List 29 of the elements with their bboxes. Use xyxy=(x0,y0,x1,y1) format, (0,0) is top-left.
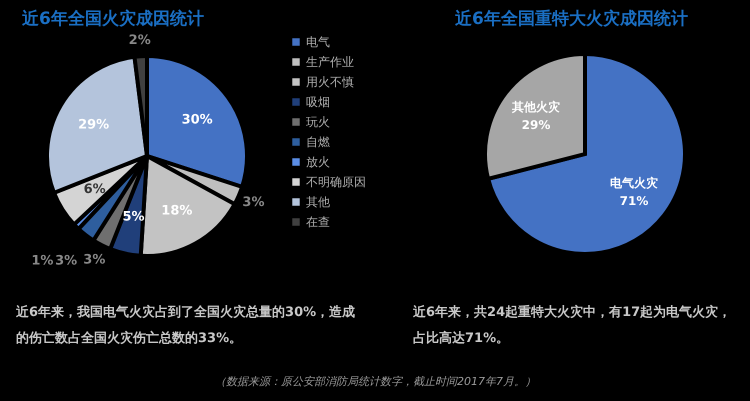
chart-title: 近6年全国火灾成因统计 xyxy=(21,9,204,30)
slice-label: 其他火灾 xyxy=(511,100,560,114)
data-label: 18% xyxy=(161,203,192,218)
legend-label: 用火不慎 xyxy=(306,75,354,89)
legend-label: 吸烟 xyxy=(306,95,330,109)
legend-label: 生产作业 xyxy=(306,55,354,69)
legend-label: 其他 xyxy=(306,195,330,209)
text: （数据来源：原公安部消防局统计数字，截止时间2017年7月。） xyxy=(215,374,536,389)
legend-label: 电气 xyxy=(306,35,330,49)
legend-label: 放火 xyxy=(306,155,330,169)
data-label: 29% xyxy=(78,117,110,132)
legend-label: 玩火 xyxy=(306,115,330,129)
data-label: 30% xyxy=(182,112,213,128)
legend-label: 自燃 xyxy=(306,135,330,149)
legend-label: 在查 xyxy=(306,215,330,229)
data-label: 71% xyxy=(620,194,648,208)
data-label: 3% xyxy=(83,252,106,268)
text: 近6年来，我国电气火灾占到了全国火灾总量的30%，造成的伤亡数占全国火灾伤亡总数的33%。 xyxy=(16,304,356,348)
data-label: 3% xyxy=(242,195,264,210)
slice-label: 电气火灾 xyxy=(610,176,658,190)
data-label: 6% xyxy=(84,182,106,198)
text: 近6年来，共24起重特大火灾中，有17起为电气火灾，占比高达71%。 xyxy=(413,304,732,348)
legend-label: 不明确原因 xyxy=(306,175,366,189)
data-label: 2% xyxy=(128,33,151,48)
data-label: 1% xyxy=(31,254,54,269)
data-label: 5% xyxy=(122,210,145,225)
data-label: 3% xyxy=(55,253,78,268)
chart-title: 近6年全国重特大火灾成因统计 xyxy=(454,9,688,29)
data-label: 29% xyxy=(522,118,550,132)
